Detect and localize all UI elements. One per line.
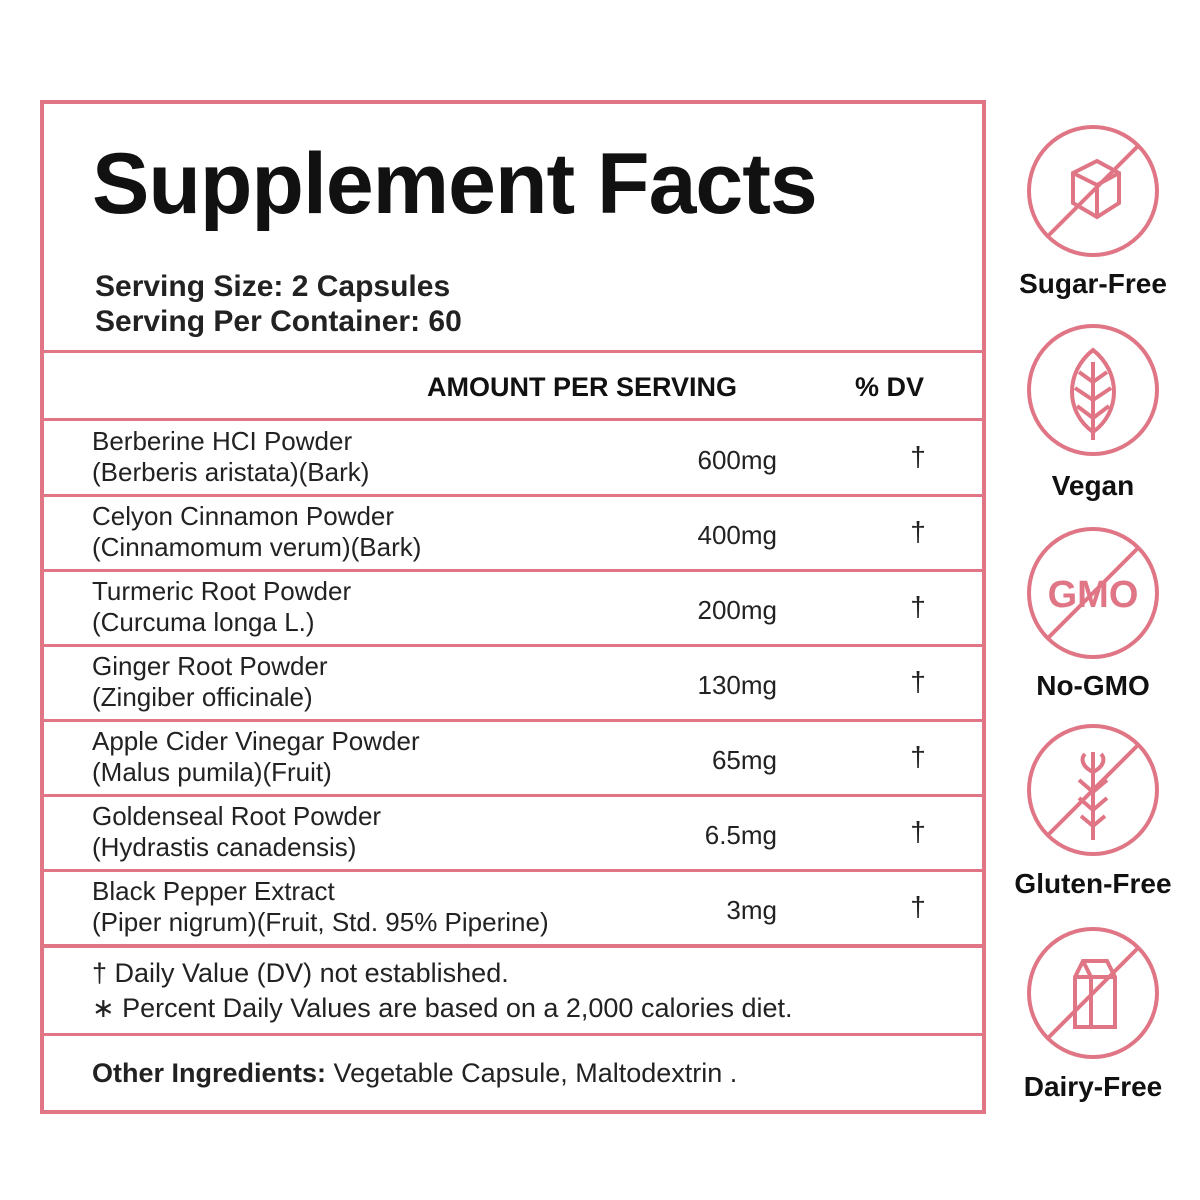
amount: 130mg xyxy=(697,670,778,700)
divider xyxy=(40,719,986,722)
badge-label: Vegan xyxy=(1051,470,1135,501)
divider xyxy=(40,869,986,872)
amount: 65mg xyxy=(711,745,777,775)
ingredient-source: (Cinnamomum verum)(Bark) xyxy=(92,532,422,562)
divider xyxy=(40,644,986,647)
divider xyxy=(40,494,986,497)
ingredient-source: (Piper nigrum)(Fruit, Std. 95% Piperine) xyxy=(92,907,549,937)
daily-value: † xyxy=(910,441,926,472)
ingredient-source: (Hydrastis canadensis) xyxy=(92,832,357,862)
ingredient-source: (Berberis aristata)(Bark) xyxy=(92,457,370,487)
servings-per-container: Serving Per Container: 60 xyxy=(95,305,462,338)
badge-label: Gluten-Free xyxy=(1014,868,1172,899)
serving-size: Serving Size: 2 Capsules xyxy=(95,270,451,303)
no-gmo-icon: GMO xyxy=(1027,527,1159,659)
divider xyxy=(40,569,986,572)
footnote: † Daily Value (DV) not established. xyxy=(92,958,509,988)
amount: 3mg xyxy=(726,895,777,925)
ingredient-name: Berberine HCI Powder xyxy=(92,426,353,456)
divider xyxy=(40,794,986,797)
vegan-icon xyxy=(1027,324,1159,456)
ingredient-source: (Malus pumila)(Fruit) xyxy=(92,757,332,787)
ingredient-source: (Curcuma longa L.) xyxy=(92,607,315,637)
daily-value: † xyxy=(910,666,926,697)
dairy-free-icon xyxy=(1027,927,1159,1059)
amount: 6.5mg xyxy=(704,820,777,850)
daily-value: † xyxy=(910,891,926,922)
amount: 400mg xyxy=(697,520,778,550)
badge-label: Dairy-Free xyxy=(1023,1071,1163,1102)
ingredient-name: Black Pepper Extract xyxy=(92,876,335,906)
daily-value: † xyxy=(910,816,926,847)
amount: 600mg xyxy=(697,445,778,475)
other-ingredients: Other Ingredients: Vegetable Capsule, Ma… xyxy=(92,1058,737,1089)
ingredient-name: Goldenseal Root Powder xyxy=(92,801,382,831)
amount-header: AMOUNT PER SERVING xyxy=(427,372,738,402)
other-text: Vegetable Capsule, Maltodextrin . xyxy=(333,1058,738,1088)
divider xyxy=(40,350,986,353)
daily-value: † xyxy=(910,516,926,547)
daily-value: † xyxy=(910,591,926,622)
ingredient-name: Apple Cider Vinegar Powder xyxy=(92,726,420,756)
divider xyxy=(40,1033,986,1036)
daily-value: † xyxy=(910,741,926,772)
facts-box xyxy=(40,100,986,1114)
sugar-free-icon xyxy=(1027,125,1159,257)
gluten-free-icon xyxy=(1027,724,1159,856)
ingredient-name: Turmeric Root Powder xyxy=(92,576,352,606)
badge-label: Sugar-Free xyxy=(1019,268,1167,299)
ingredient-name: Celyon Cinnamon Powder xyxy=(92,501,395,531)
divider xyxy=(40,944,986,948)
title: Supplement Facts xyxy=(92,136,818,232)
amount: 200mg xyxy=(697,595,778,625)
dv-header: % DV xyxy=(855,372,925,402)
other-label: Other Ingredients: xyxy=(92,1058,327,1088)
ingredient-source: (Zingiber officinale) xyxy=(92,682,313,712)
divider xyxy=(40,418,986,421)
badge-label: No-GMO xyxy=(1036,670,1150,701)
footnote: ∗ Percent Daily Values are based on a 2,… xyxy=(92,993,793,1023)
ingredient-name: Ginger Root Powder xyxy=(92,651,328,681)
